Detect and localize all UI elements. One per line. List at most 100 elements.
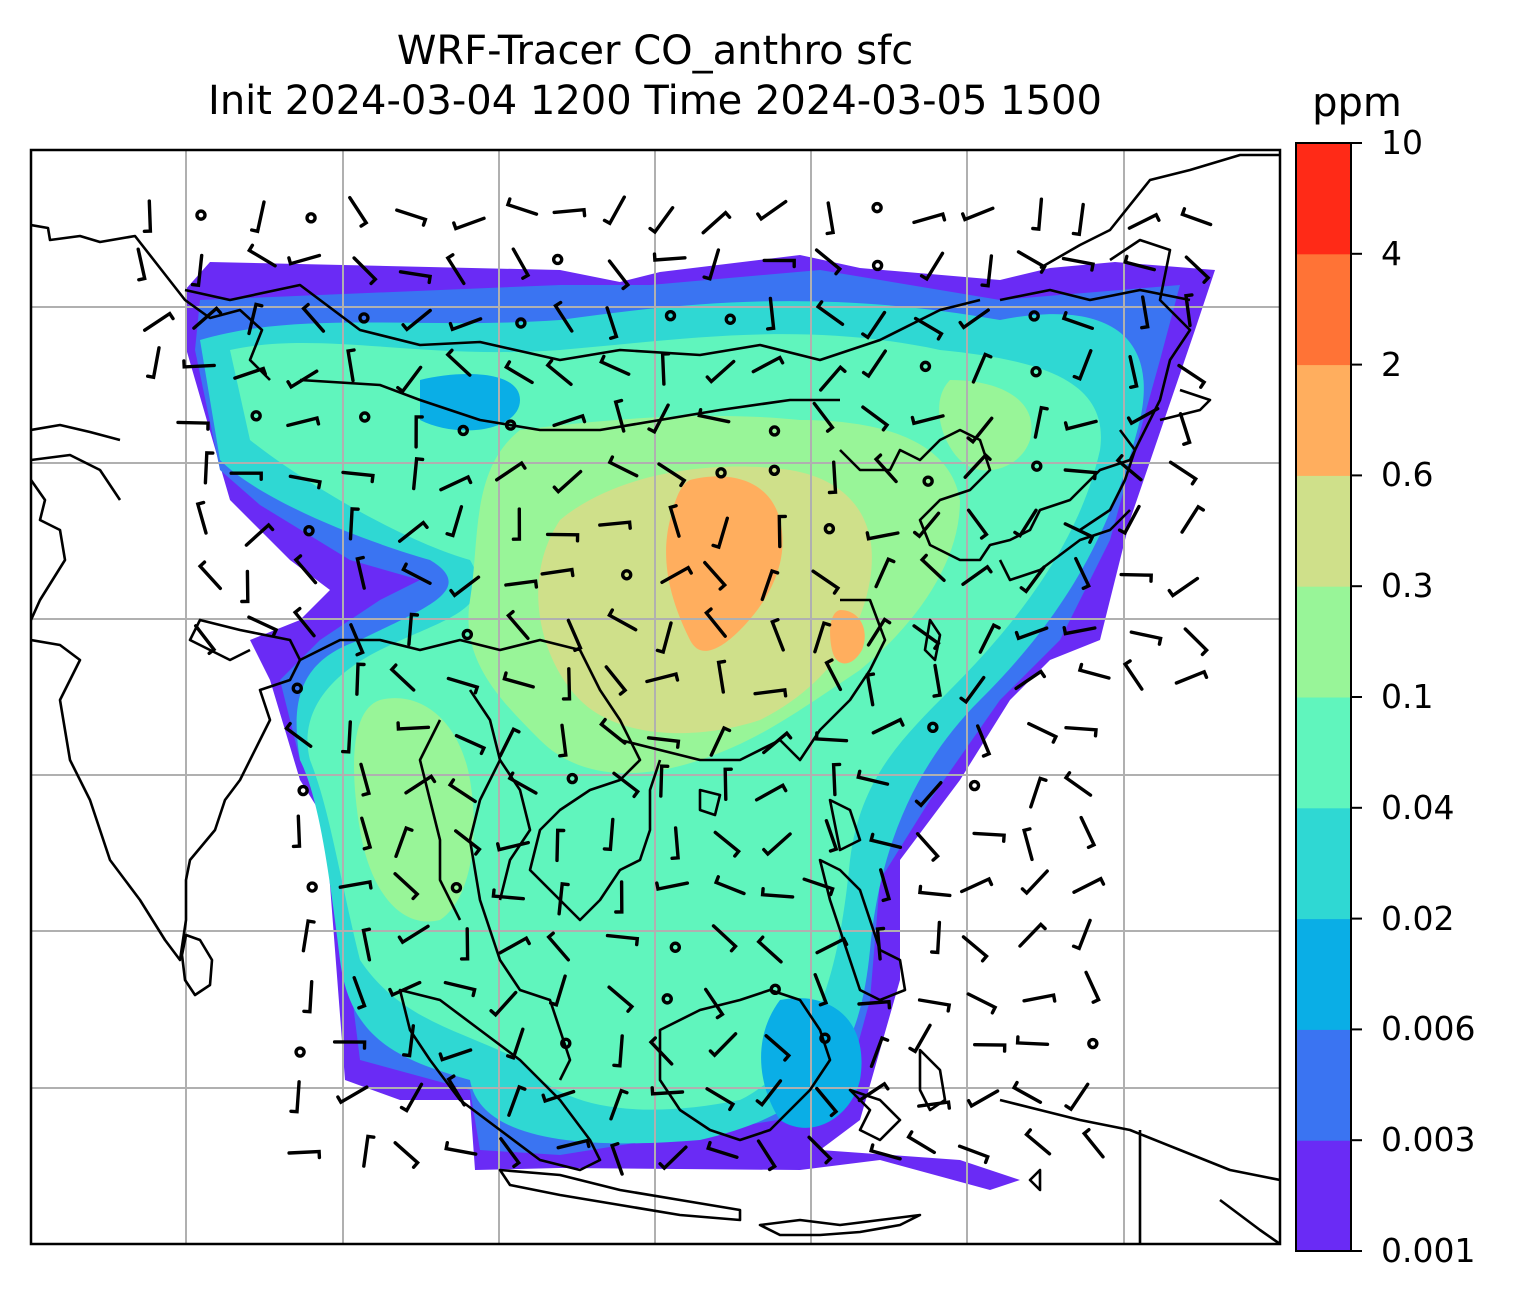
- wind-barb: [136, 247, 147, 282]
- wind-barb: [762, 730, 793, 755]
- wind-barb: [511, 507, 522, 541]
- wind-barb: [670, 826, 680, 860]
- wind-barb: [341, 720, 352, 754]
- wind-barb: [338, 880, 373, 890]
- colorbar-tick-label: 2: [1381, 344, 1402, 384]
- wind-barb: [555, 828, 566, 863]
- wind-barb: [704, 987, 725, 1020]
- colorbar-swatch: [1296, 143, 1351, 255]
- calm-wind-circle: [768, 425, 781, 437]
- sumatra: [398, 988, 602, 1172]
- wind-barb: [389, 663, 416, 692]
- wind-barb: [919, 553, 946, 582]
- wind-barb: [448, 317, 483, 332]
- wind-barb: [861, 349, 887, 379]
- wind-barb: [397, 924, 430, 945]
- wind-barb: [723, 767, 733, 801]
- wind-barb: [1062, 626, 1097, 636]
- wind-barb: [190, 253, 204, 288]
- wind-barb: [713, 830, 742, 858]
- coastlines: [31, 153, 1280, 1244]
- wind-barb: [1071, 202, 1085, 237]
- wind-barb: [1168, 460, 1199, 486]
- calm-wind-circle: [664, 309, 677, 322]
- colorbar-swatch: [1296, 807, 1351, 920]
- wind-barb: [602, 195, 626, 226]
- india-coast: [31, 223, 302, 962]
- wind-barb: [960, 876, 994, 894]
- colorbar-swatch: [1296, 1140, 1351, 1252]
- wind-barb: [932, 663, 942, 698]
- calm-wind-circle: [250, 410, 262, 422]
- wind-barb: [973, 1043, 1007, 1053]
- wind-barb: [1180, 504, 1205, 534]
- calm-wind-circle: [306, 881, 318, 893]
- wind-barb: [762, 832, 792, 857]
- wind-barb: [401, 308, 432, 332]
- calm-wind-circle: [305, 212, 317, 224]
- wind-barb: [966, 992, 998, 1015]
- wind-barb: [1014, 669, 1046, 691]
- wind-barb: [910, 414, 945, 426]
- wind-barb: [1180, 207, 1213, 227]
- wind-barb: [754, 782, 788, 802]
- wind-barb: [546, 931, 570, 962]
- wind-barb: [815, 1086, 839, 1118]
- wind-barb: [866, 617, 892, 647]
- wind-barb: [861, 405, 890, 432]
- wind-barb: [918, 884, 952, 898]
- wind-barb: [646, 736, 681, 749]
- wind-barb: [1127, 212, 1161, 230]
- wind-barb: [598, 520, 632, 530]
- wind-barb: [176, 420, 210, 431]
- wind-barb: [912, 211, 947, 225]
- wind-barb: [301, 302, 326, 333]
- wind-barb: [1022, 827, 1034, 862]
- colorbar-swatch: [1296, 253, 1351, 366]
- wind-barb: [352, 256, 378, 286]
- calm-wind-circle: [621, 569, 633, 581]
- wind-barb: [1184, 293, 1194, 328]
- calm-wind-circle: [195, 209, 207, 221]
- wind-barb: [972, 831, 1006, 843]
- wind-barb: [704, 607, 727, 638]
- wind-barb: [1014, 626, 1049, 641]
- field-deepblue-patches: [420, 374, 862, 1128]
- wind-barb: [815, 936, 849, 955]
- korea-japan: [999, 153, 1280, 532]
- wind-barb: [302, 980, 314, 1014]
- calm-wind-circle: [927, 721, 939, 734]
- wind-barb: [246, 243, 277, 268]
- calm-wind-circle: [1030, 366, 1042, 378]
- wind-barb: [756, 1139, 778, 1172]
- wind-barb: [961, 206, 995, 222]
- wind-barb: [856, 769, 890, 786]
- wind-barb: [807, 1135, 833, 1165]
- indochina: [299, 638, 662, 1081]
- wind-barb: [498, 935, 531, 955]
- wind-barb: [605, 933, 640, 947]
- wind-barb: [1063, 771, 1093, 797]
- colorbar-tick-label: 0.04: [1381, 787, 1455, 827]
- wind-barb: [958, 308, 990, 330]
- wind-barb: [504, 579, 539, 589]
- calm-wind-circle: [922, 475, 934, 487]
- wind-barb: [702, 248, 721, 281]
- wind-barb: [1061, 256, 1095, 272]
- wind-barb: [558, 723, 568, 758]
- wind-barb: [716, 659, 727, 694]
- wind-barb: [444, 1141, 478, 1156]
- wind-barb: [755, 1079, 783, 1107]
- wind-barb: [454, 734, 487, 756]
- wind-barb: [1074, 557, 1091, 590]
- wind-barb: [614, 880, 624, 914]
- wind-barb: [655, 621, 673, 655]
- wind-barb: [930, 920, 942, 955]
- wind-barb: [286, 369, 319, 390]
- wind-barb: [668, 504, 681, 538]
- colorbar-tick-label: 0.6: [1381, 455, 1434, 495]
- wind-barb: [652, 252, 687, 262]
- wind-barb: [1064, 726, 1098, 738]
- wind-barb: [697, 408, 731, 424]
- calm-wind-circle: [1031, 460, 1043, 472]
